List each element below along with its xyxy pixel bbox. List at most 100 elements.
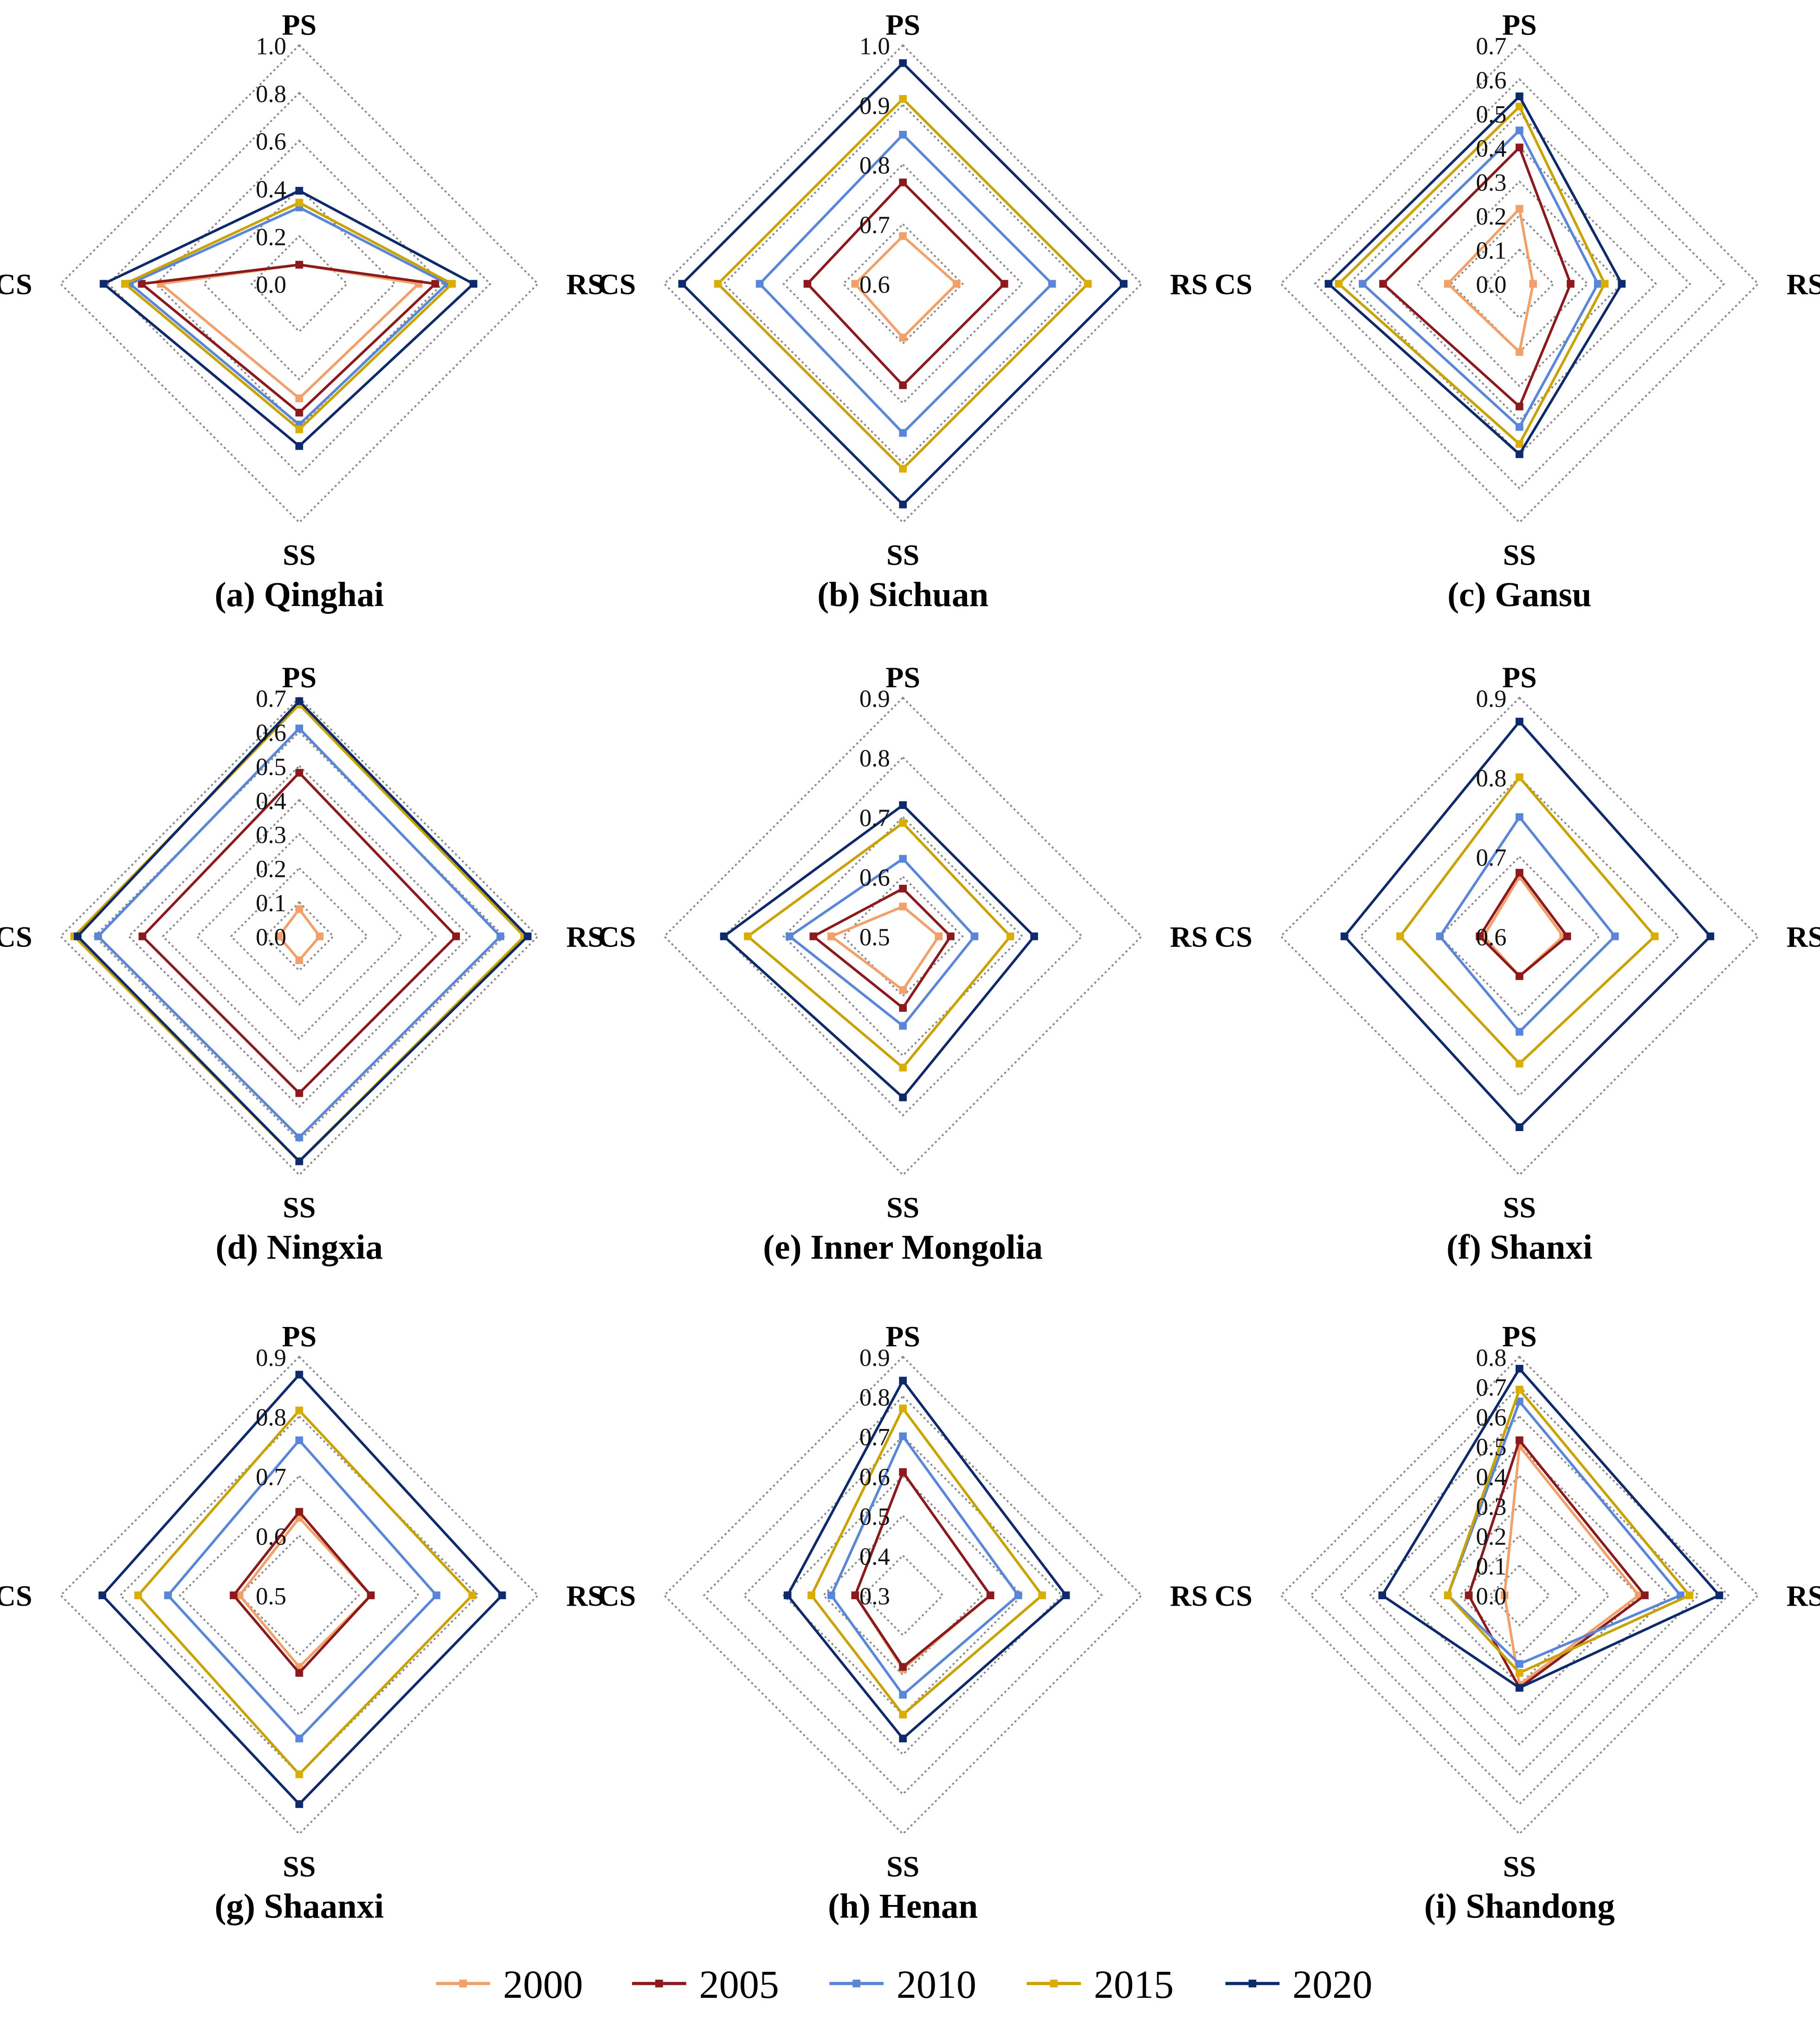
axis-label-ss: SS xyxy=(1503,1191,1536,1224)
series-line-2010 xyxy=(166,1438,439,1741)
legend-label: 2005 xyxy=(699,1962,779,2007)
axis-label-cs: CS xyxy=(1214,920,1252,953)
data-point-2015 xyxy=(1601,280,1609,288)
data-point-2005 xyxy=(452,932,460,940)
data-point-2010 xyxy=(1516,813,1523,821)
legend-label: 2015 xyxy=(1094,1962,1174,2007)
grid-ring xyxy=(230,867,369,1006)
data-point-2005 xyxy=(1516,143,1523,152)
legend-marker xyxy=(1050,1979,1058,1988)
legend: 2000 2005 2010 2015 2020 xyxy=(436,1962,1372,2007)
data-point-2010 xyxy=(1516,423,1523,431)
data-point-2020 xyxy=(899,1093,907,1101)
grid-ring xyxy=(161,798,437,1074)
grid-ring xyxy=(663,1355,1143,1835)
data-point-2010 xyxy=(1516,1028,1523,1036)
tick-label: 0.9 xyxy=(859,92,890,119)
data-point-2000 xyxy=(899,334,907,341)
data-point-2010 xyxy=(899,130,907,139)
axis-label-ss: SS xyxy=(886,539,919,572)
axis-label-cs: CS xyxy=(0,920,32,953)
data-point-2005 xyxy=(1379,280,1387,288)
tick-label: 0.1 xyxy=(256,890,286,917)
grid-ring xyxy=(1416,180,1623,387)
data-point-2015 xyxy=(899,95,907,103)
tick-label: 0.6 xyxy=(859,271,890,298)
data-point-2005 xyxy=(851,1591,859,1599)
data-point-2020 xyxy=(1706,932,1715,940)
data-point-2005 xyxy=(899,1004,907,1012)
data-point-2005 xyxy=(1465,1591,1473,1599)
data-point-2020 xyxy=(99,280,108,288)
data-point-2005 xyxy=(899,178,907,187)
data-point-2005 xyxy=(295,261,303,269)
data-point-2000 xyxy=(851,280,859,288)
panel-title: (g) Shaanxi xyxy=(214,1887,384,1925)
series-line-2020 xyxy=(680,61,1126,507)
data-point-2005 xyxy=(986,1591,994,1599)
tick-label: 0.8 xyxy=(859,1384,890,1411)
panel-title: (b) Sichuan xyxy=(817,576,988,614)
grid-ring xyxy=(723,756,1084,1117)
tick-label: 0.5 xyxy=(256,1583,286,1610)
data-point-2010 xyxy=(295,724,303,733)
data-point-2005 xyxy=(1516,402,1523,411)
data-point-2020 xyxy=(720,932,728,940)
data-point-2000 xyxy=(295,394,303,402)
data-point-2015 xyxy=(121,280,129,288)
panel-title: (e) Inner Mongolia xyxy=(763,1228,1043,1267)
data-point-2015 xyxy=(1516,1060,1523,1068)
axis-label-ps: PS xyxy=(282,661,317,694)
tick-label: 0.6 xyxy=(859,864,890,891)
data-point-2000 xyxy=(899,986,907,994)
data-point-2020 xyxy=(678,280,686,288)
axis-label-ps: PS xyxy=(885,1320,920,1353)
tick-label: 1.0 xyxy=(859,33,890,60)
data-point-2000 xyxy=(295,905,303,913)
axis-label-ps: PS xyxy=(1502,661,1537,694)
data-point-2015 xyxy=(714,280,722,288)
data-point-2010 xyxy=(786,932,794,940)
tick-label: 0.2 xyxy=(1476,203,1507,230)
axis-label-rs: RS xyxy=(1787,268,1820,301)
data-point-2000 xyxy=(1444,280,1452,288)
axis-label-ps: PS xyxy=(1502,1320,1537,1353)
data-point-2005 xyxy=(1516,1436,1523,1444)
tick-label: 0.4 xyxy=(1476,1464,1507,1491)
data-point-2010 xyxy=(94,932,102,940)
axis-label-rs: RS xyxy=(1170,1579,1208,1612)
axis-label-rs: RS xyxy=(1170,920,1208,953)
data-point-2015 xyxy=(1651,932,1659,940)
legend-marker xyxy=(1248,1979,1257,1988)
tick-label: 0.4 xyxy=(1476,135,1507,162)
data-point-2010 xyxy=(1359,280,1367,288)
data-point-2000 xyxy=(235,1591,244,1599)
data-point-2005 xyxy=(1640,1591,1649,1599)
data-point-2020 xyxy=(1030,932,1038,940)
data-point-2010 xyxy=(1014,1591,1022,1599)
tick-label: 0.4 xyxy=(859,1543,890,1570)
data-point-2020 xyxy=(1618,280,1626,288)
tick-label: 0.1 xyxy=(1476,1553,1507,1580)
tick-label: 0.5 xyxy=(1476,1434,1507,1461)
data-point-2020 xyxy=(1516,450,1523,458)
tick-label: 0.7 xyxy=(859,1424,890,1451)
grid-ring xyxy=(202,187,396,381)
axis-label-rs: RS xyxy=(1787,1579,1820,1612)
axis-label-ps: PS xyxy=(1502,8,1537,41)
legend-label: 2000 xyxy=(503,1962,583,2007)
data-point-2000 xyxy=(935,932,943,940)
data-point-2005 xyxy=(899,884,907,893)
data-point-2020 xyxy=(1516,718,1523,726)
data-point-2015 xyxy=(134,1591,142,1599)
tick-label: 0.3 xyxy=(859,1583,890,1610)
grid-ring xyxy=(1313,78,1725,490)
data-point-2010 xyxy=(899,1022,907,1030)
axis-label-ss: SS xyxy=(283,1850,316,1883)
radar-panel: 0.5 0.6 0.7 0.8 0.9PS RS SS CS (g) Shaanxi xyxy=(0,1320,604,1925)
data-point-2000 xyxy=(899,232,907,240)
data-point-2005 xyxy=(295,1669,303,1677)
axis-label-ps: PS xyxy=(282,1320,317,1353)
grid-ring xyxy=(703,1395,1103,1796)
axis-label-rs: RS xyxy=(566,268,604,301)
